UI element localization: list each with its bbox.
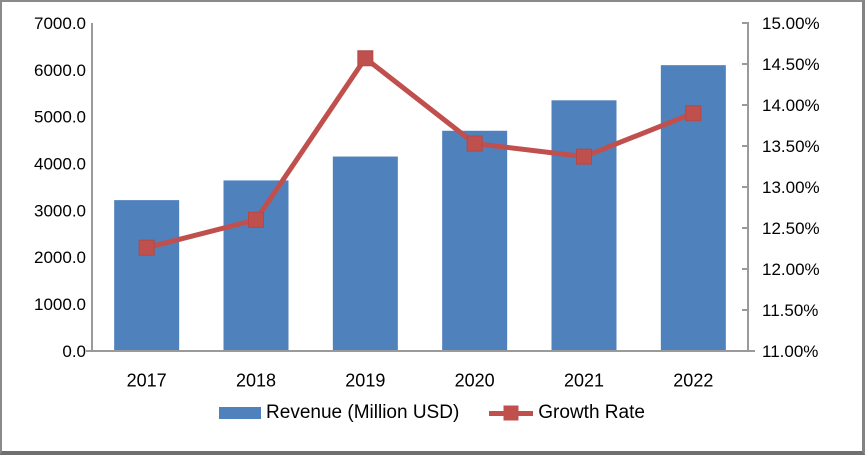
growth-rate-marker (357, 50, 374, 67)
revenue-bar (114, 200, 180, 351)
right-axis-tick-label: 11.00% (762, 342, 818, 361)
legend-label-revenue: Revenue (Million USD) (266, 402, 460, 423)
left-axis-tick-label: 5000.0 (34, 108, 86, 127)
growth-rate-marker (576, 148, 592, 165)
growth-marker-icon (503, 405, 519, 421)
right-axis-tick-label: 14.50% (762, 55, 820, 74)
left-axis-tick-label: 2000.0 (34, 248, 86, 267)
left-axis-tick-label: 4000.0 (34, 155, 86, 174)
legend: Revenue (Million USD) Growth Rate (2, 402, 862, 424)
revenue-bar (332, 156, 398, 351)
right-axis-tick-label: 14.00% (762, 96, 820, 115)
right-axis-tick-label: 15.00% (762, 14, 820, 33)
right-axis-tick-label: 11.50% (762, 301, 818, 320)
growth-rate-line (146, 55, 695, 251)
revenue-bar (551, 100, 617, 351)
x-axis-category-label: 2020 (455, 370, 495, 390)
right-axis-tick-label: 12.00% (762, 260, 820, 279)
x-axis-category-label: 2018 (236, 370, 276, 390)
growth-rate-marker (685, 105, 702, 122)
left-axis-tick-label: 0.0 (62, 342, 86, 361)
right-axis-tick-label: 12.50% (762, 219, 820, 238)
growth-rate-marker (248, 211, 264, 228)
left-axis-tick-label: 6000.0 (34, 61, 86, 80)
growth-rate-marker (466, 135, 483, 152)
x-axis-category-label: 2022 (673, 370, 713, 390)
right-axis-tick-label: 13.50% (762, 137, 820, 156)
revenue-swatch-icon (219, 407, 262, 419)
x-axis-category-label: 2021 (564, 370, 604, 390)
right-axis-tick-label: 13.00% (762, 178, 820, 197)
legend-item-growth: Growth Rate (489, 402, 645, 424)
revenue-bar (223, 180, 289, 351)
left-axis-tick-label: 1000.0 (34, 295, 86, 314)
legend-label-growth: Growth Rate (538, 402, 645, 423)
left-axis-tick-label: 3000.0 (34, 201, 86, 220)
x-axis-category-label: 2017 (127, 370, 167, 390)
left-axis-tick-label: 7000.0 (34, 14, 86, 33)
growth-rate-marker (138, 239, 155, 256)
revenue-bar (442, 130, 508, 351)
x-axis-category-label: 2019 (345, 370, 385, 390)
legend-item-revenue: Revenue (Million USD) (219, 402, 459, 424)
growth-swatch-icon (489, 405, 534, 421)
